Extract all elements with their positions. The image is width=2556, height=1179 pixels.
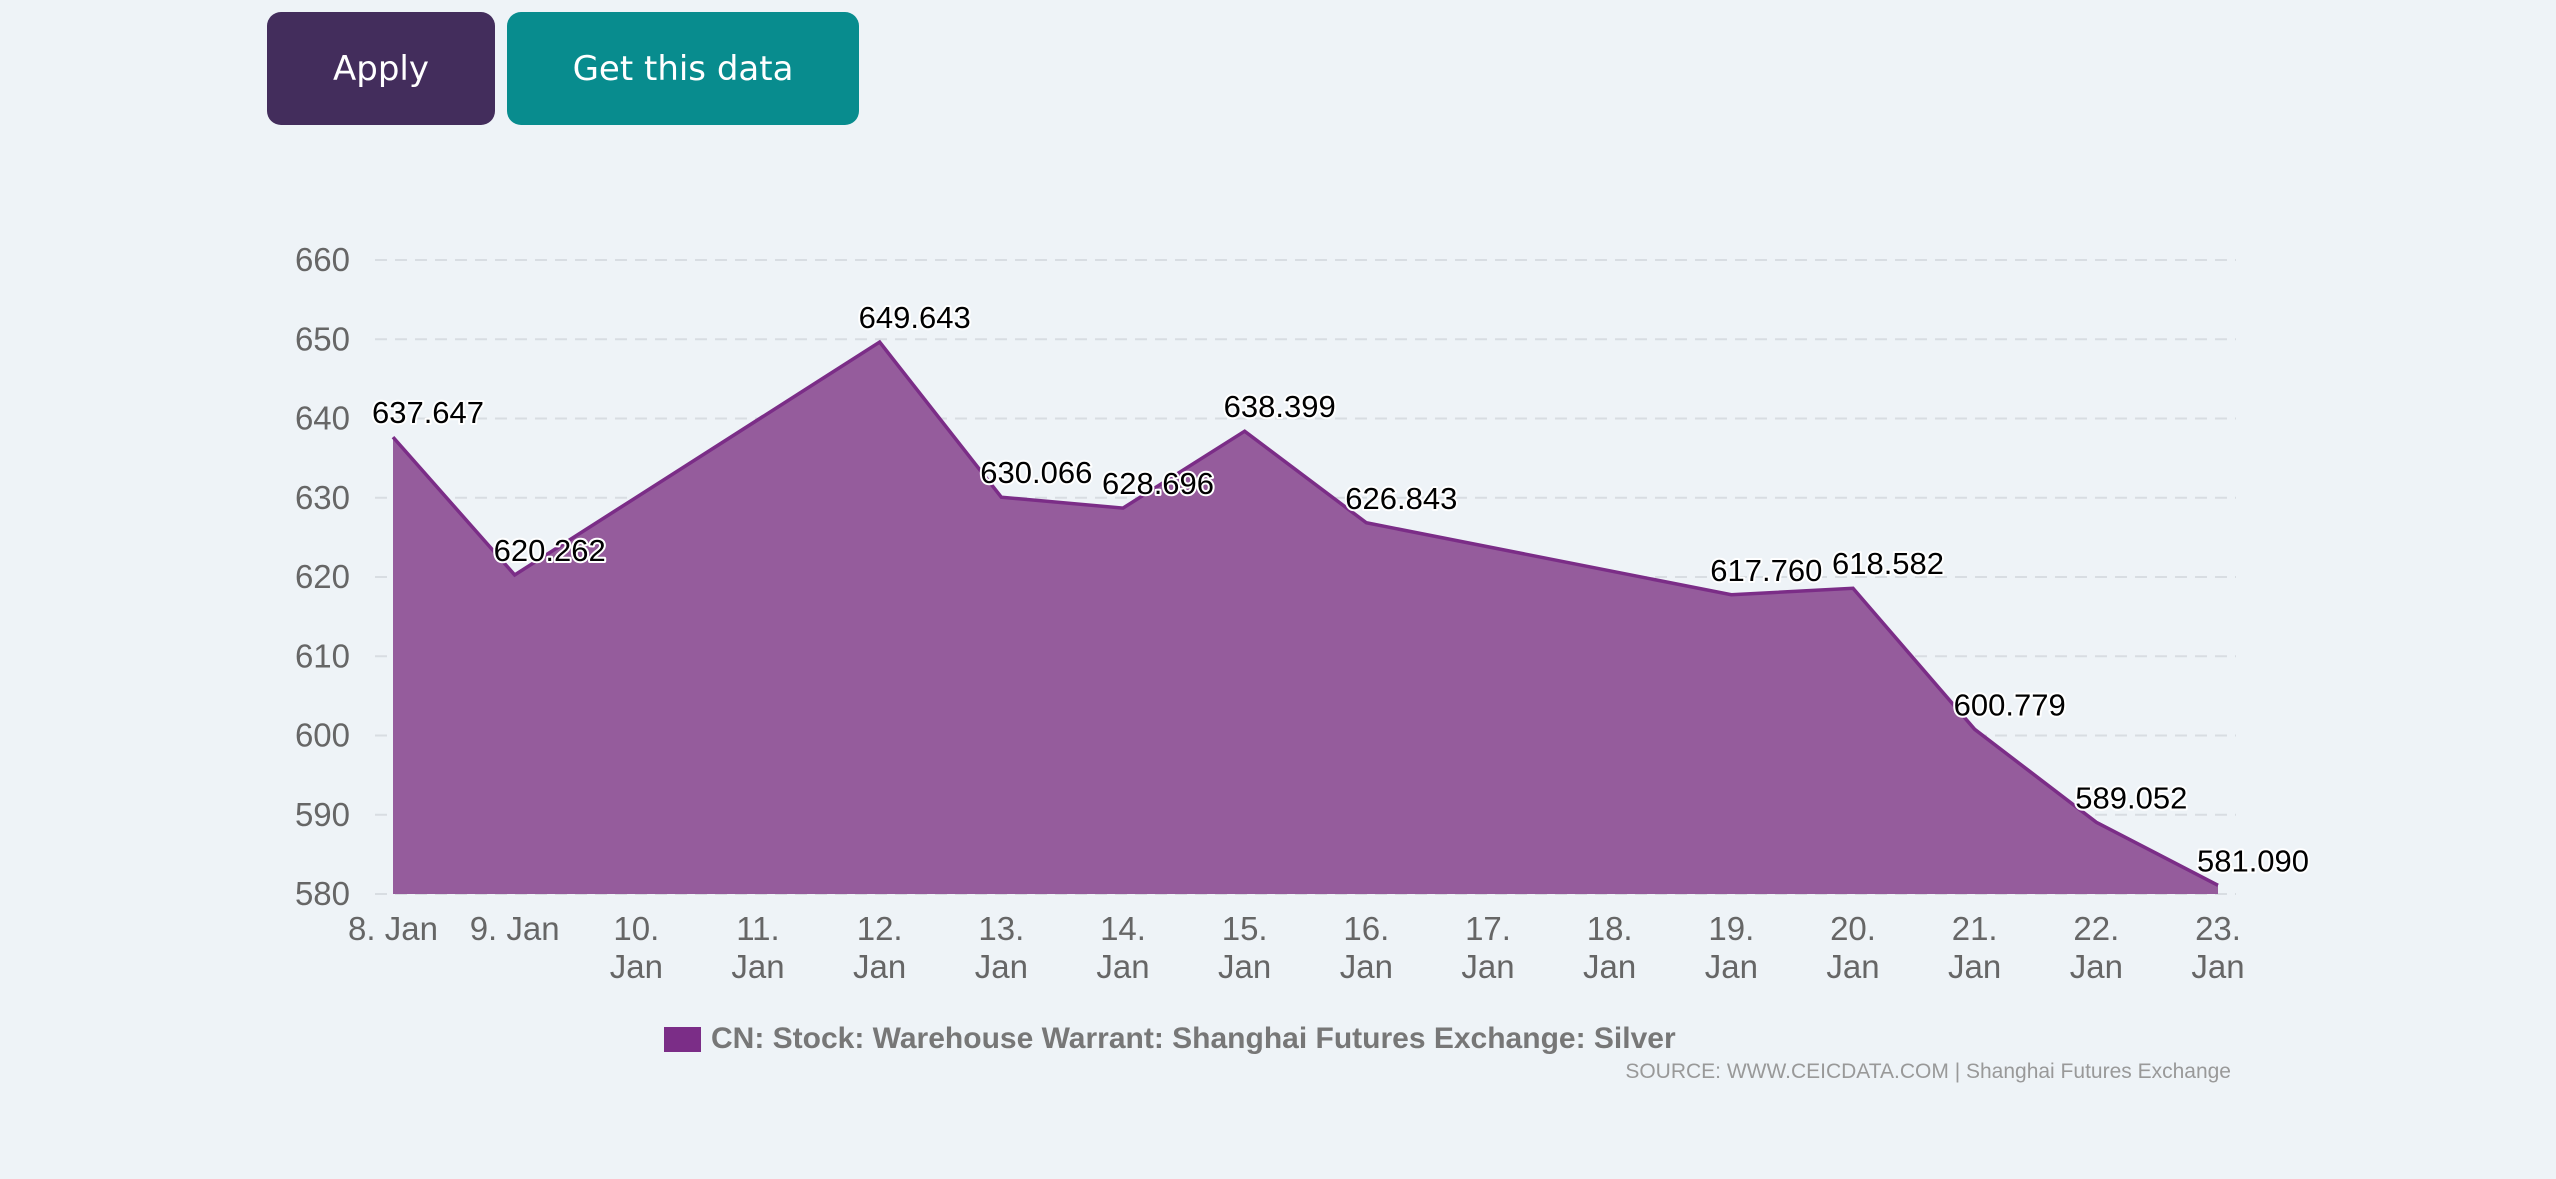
x-tick-label: 15. Jan [1218,910,1271,985]
data-label: 600.779 [1954,687,2066,722]
series-line [391,339,2219,887]
y-tick-label: 620 [295,558,350,595]
series-area [391,339,2219,894]
source-credit: SOURCE: WWW.CEICDATA.COM | Shanghai Futu… [1625,1060,2231,1083]
legend-label: CN: Stock: Warehouse Warrant: Shanghai F… [711,1022,1676,1055]
y-axis: 580 590 600 610 620 630 640 650 660 [295,241,350,912]
legend[interactable]: CN: Stock: Warehouse Warrant: Shanghai F… [664,1022,1676,1056]
data-label: 589.052 [2075,780,2187,815]
data-label: 628.696 [1102,466,1214,501]
x-tick-label: 13. Jan [975,910,1028,985]
data-label: 617.760 [1710,553,1822,588]
data-label: 649.643 [859,300,971,335]
x-tick-label: 20. Jan [1826,910,1879,985]
y-tick-label: 640 [295,400,350,437]
data-label: 626.843 [1345,481,1457,516]
data-labels: 637.647 620.262 649.643 630.066 628.696 638.3… [370,298,2311,880]
data-label: 620.262 [494,533,606,568]
data-label: 581.090 [2197,843,2309,878]
x-tick-label: 12. Jan [853,910,906,985]
y-tick-label: 590 [295,796,350,833]
x-tick-label: 16. Jan [1340,910,1393,985]
legend-swatch-icon [664,1026,701,1052]
y-tick-label: 650 [295,320,350,357]
x-axis: 8. Jan 9. Jan 10. Jan 11. Jan 12. Jan 13. Jan 14. J… [348,910,2245,985]
y-tick-label: 600 [295,717,350,754]
x-tick-label: 17. Jan [1461,910,1514,985]
x-tick-label: 22. Jan [2070,910,2123,985]
x-tick-label: 11. Jan [731,910,784,985]
y-tick-label: 660 [295,241,350,278]
y-tick-label: 610 [295,637,350,674]
x-tick-label: 19. Jan [1705,910,1758,985]
apply-button[interactable]: Apply [267,12,495,125]
y-tick-label: 630 [295,479,350,516]
toolbar: Apply Get this data [267,12,859,125]
x-tick-label: 18. Jan [1583,910,1636,985]
data-label: 638.399 [1224,389,1336,424]
data-label: 637.647 [372,395,484,430]
x-tick-label: 21. Jan [1948,910,2001,985]
x-tick-label: 8. Jan [348,910,438,947]
x-tick-label: 14. Jan [1096,910,1149,985]
get-this-data-button[interactable]: Get this data [507,12,859,125]
y-tick-label: 580 [295,875,350,912]
x-tick-label: 23. Jan [2191,910,2244,985]
x-tick-label: 10. Jan [610,910,663,985]
area-fill [393,342,2218,894]
data-label: 630.066 [980,455,1092,490]
x-tick-label: 9. Jan [470,910,560,947]
data-label: 618.582 [1832,546,1944,581]
